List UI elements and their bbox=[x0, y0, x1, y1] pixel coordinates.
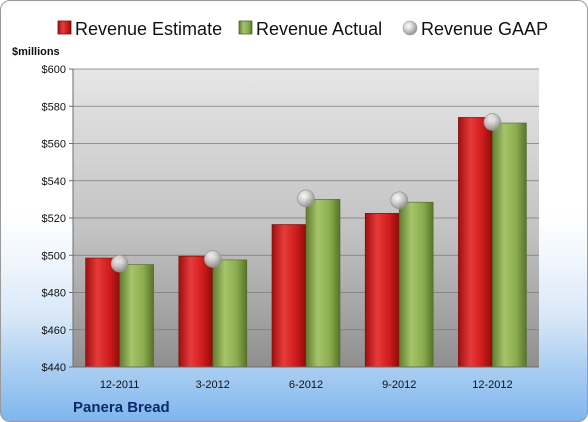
y-tick-label: $460 bbox=[42, 325, 66, 337]
legend-item-revenue-estimate: Revenue Estimate bbox=[57, 19, 222, 39]
y-tick-label: $560 bbox=[42, 139, 66, 151]
y-axis-ticks: $440 $460 $480 $500 $520 $540 $560 $580 $600 bbox=[42, 64, 73, 374]
bar-revenue-estimate bbox=[85, 257, 120, 368]
bars bbox=[85, 117, 527, 368]
bar-revenue-actual bbox=[212, 259, 248, 368]
legend-swatch-revenue-gaap bbox=[402, 20, 418, 36]
bar-revenue-estimate bbox=[458, 117, 493, 368]
y-tick-label: $440 bbox=[42, 362, 66, 374]
x-axis-ticks: 12-2011 3-2012 6-2012 9-2012 12-2012 bbox=[100, 379, 513, 391]
legend-item-revenue-actual: Revenue Actual bbox=[238, 19, 382, 39]
legend-item-revenue-gaap: Revenue GAAP bbox=[402, 19, 548, 39]
bar-revenue-actual bbox=[492, 122, 527, 368]
y-tick-label: $520 bbox=[42, 213, 66, 225]
bar-revenue-actual bbox=[119, 264, 154, 368]
y-tick-label: $600 bbox=[42, 64, 66, 76]
marker-revenue-gaap bbox=[110, 254, 129, 273]
y-tick-label: $580 bbox=[42, 101, 66, 113]
x-tick-label: 12-2012 bbox=[472, 379, 512, 391]
y-tick-label: $540 bbox=[42, 176, 66, 188]
company-name: Panera Bread bbox=[73, 399, 170, 416]
legend-label-revenue-gaap: Revenue GAAP bbox=[421, 19, 548, 39]
legend: Revenue Estimate Revenue Actual Revenue … bbox=[57, 19, 548, 39]
x-tick-label: 9-2012 bbox=[382, 379, 416, 391]
legend-label-revenue-actual: Revenue Actual bbox=[256, 19, 382, 39]
bar-revenue-estimate bbox=[271, 224, 307, 368]
legend-swatch-revenue-estimate bbox=[57, 20, 72, 35]
x-tick-label: 3-2012 bbox=[196, 379, 230, 391]
y-tick-label: $480 bbox=[42, 288, 66, 300]
marker-revenue-gaap bbox=[297, 189, 315, 208]
marker-revenue-gaap bbox=[390, 191, 409, 210]
marker-revenue-gaap bbox=[483, 113, 502, 131]
legend-swatch-revenue-actual bbox=[238, 20, 253, 35]
bar-revenue-actual bbox=[305, 199, 341, 368]
legend-label-revenue-estimate: Revenue Estimate bbox=[75, 19, 222, 39]
marker-revenue-gaap bbox=[204, 250, 222, 268]
bar-revenue-estimate bbox=[364, 213, 400, 368]
bar-revenue-actual bbox=[398, 201, 434, 368]
units-label: $millions bbox=[12, 46, 60, 58]
x-tick-label: 12-2011 bbox=[100, 379, 140, 391]
y-tick-label: $500 bbox=[42, 250, 66, 262]
gaap-markers bbox=[110, 113, 502, 273]
bar-revenue-estimate bbox=[178, 255, 214, 368]
x-tick-label: 6-2012 bbox=[289, 379, 323, 391]
